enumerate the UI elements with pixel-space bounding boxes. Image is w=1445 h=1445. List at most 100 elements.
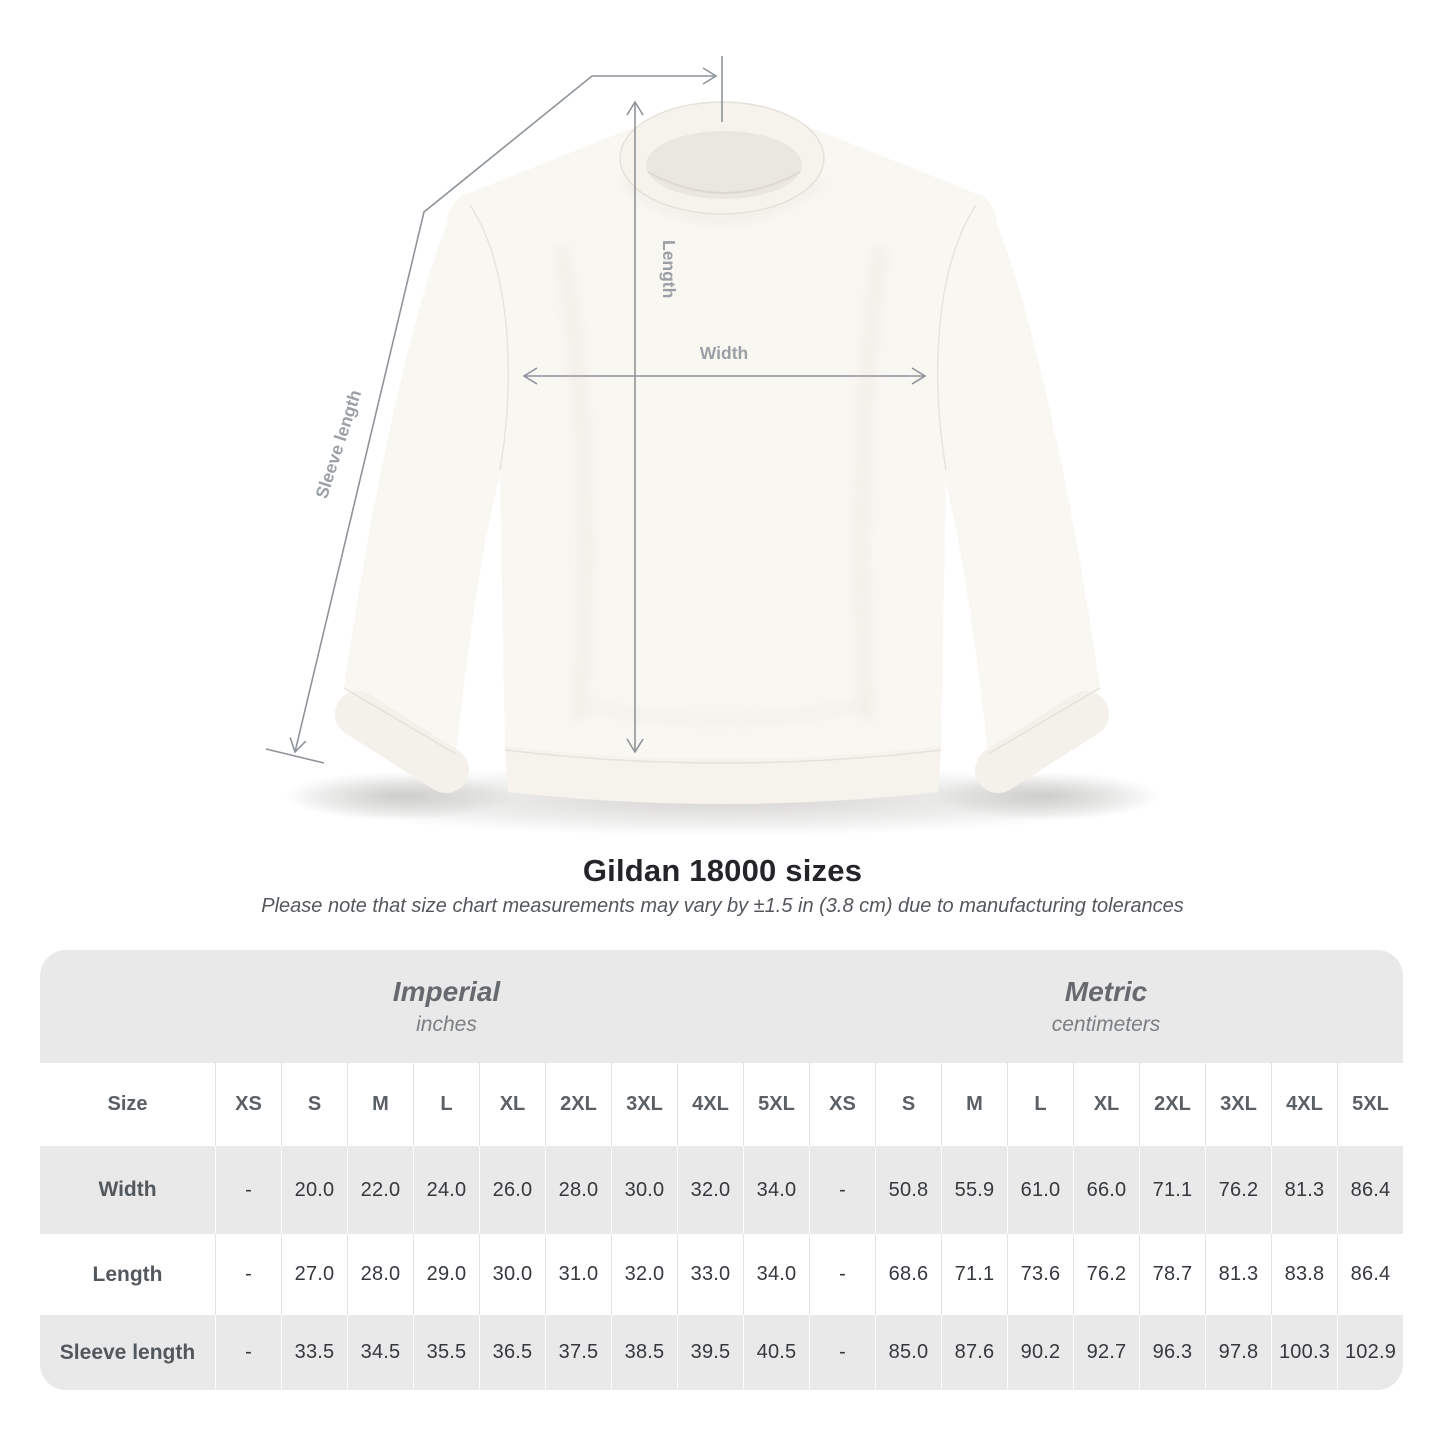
value-cell: - — [809, 1234, 875, 1315]
size-header-cell: 5XL — [1337, 1063, 1403, 1146]
value-cell: 71.1 — [1139, 1146, 1205, 1234]
value-cell: 68.6 — [875, 1234, 941, 1315]
size-header-cell: XL — [1073, 1063, 1139, 1146]
size-header-cell: XL — [479, 1063, 545, 1146]
row-label-cell: Length — [92, 1262, 163, 1286]
value-cell: 55.9 — [941, 1146, 1007, 1234]
sleeve-length-label: Sleeve length — [311, 387, 365, 500]
imperial-section-header: Imperial inches — [40, 950, 809, 1063]
table-row: Width -20.0 22.0 24.0 26.0 28.0 30.0 32.0 34.0-5… — [40, 1146, 1403, 1234]
value-cell: 39.5 — [677, 1315, 743, 1390]
table-body: Width -20.0 22.0 24.0 26.0 28.0 30.0 32.0 34.0-5… — [40, 1146, 1403, 1390]
value-cell: 30.0 — [611, 1146, 677, 1234]
tolerance-note: Please note that size chart measurements… — [261, 895, 1184, 917]
value-cell: 29.0 — [413, 1234, 479, 1315]
imperial-unit: inches — [416, 1013, 477, 1036]
value-cell: 27.0 — [281, 1234, 347, 1315]
size-header-cell: S — [281, 1063, 347, 1146]
value-cell: 32.0 — [677, 1146, 743, 1234]
size-header-cell: 5XL — [743, 1063, 809, 1146]
size-header-cell: XS — [215, 1063, 281, 1146]
value-cell: 85.0 — [875, 1315, 941, 1390]
value-cell: 22.0 — [347, 1146, 413, 1234]
value-cell: 31.0 — [545, 1234, 611, 1315]
metric-title: Metric — [1064, 976, 1148, 1007]
size-header-cell: 4XL — [677, 1063, 743, 1146]
value-cell: 37.5 — [545, 1315, 611, 1390]
width-arrow — [522, 367, 927, 385]
size-header-cell: M — [347, 1063, 413, 1146]
size-header-cell: S — [875, 1063, 941, 1146]
value-cell: 100.3 — [1271, 1315, 1337, 1390]
value-cell: 96.3 — [1139, 1315, 1205, 1390]
size-header-cell: 3XL — [611, 1063, 677, 1146]
value-cell: 86.4 — [1337, 1146, 1403, 1234]
value-cell: 26.0 — [479, 1146, 545, 1234]
value-cell: 102.9 — [1337, 1315, 1403, 1390]
value-cell: 28.0 — [347, 1234, 413, 1315]
size-header-cell: 3XL — [1205, 1063, 1271, 1146]
size-header-cell: M — [941, 1063, 1007, 1146]
metric-section-header: Metric centimeters — [809, 950, 1403, 1063]
measurement-annotations — [265, 56, 927, 764]
value-cell: - — [215, 1315, 281, 1390]
size-table: Imperial inches Metric centimeters Size … — [40, 950, 1403, 1390]
value-cell: 30.0 — [479, 1234, 545, 1315]
value-cell: 32.0 — [611, 1234, 677, 1315]
size-header-cell: 4XL — [1271, 1063, 1337, 1146]
value-cell: 78.7 — [1139, 1234, 1205, 1315]
value-cell: - — [215, 1234, 281, 1315]
value-cell: 83.8 — [1271, 1234, 1337, 1315]
value-cell: 33.0 — [677, 1234, 743, 1315]
size-header-cell: XS — [809, 1063, 875, 1146]
row-label-cell: Sleeve length — [59, 1340, 196, 1364]
length-label: Length — [659, 240, 679, 298]
value-cell: 81.3 — [1271, 1146, 1337, 1234]
value-cell: 61.0 — [1007, 1146, 1073, 1234]
value-cell: 38.5 — [611, 1315, 677, 1390]
value-cell: 73.6 — [1007, 1234, 1073, 1315]
value-cell: 76.2 — [1205, 1146, 1271, 1234]
unit-header-band: Imperial inches Metric centimeters — [40, 950, 1403, 1063]
value-cell: 28.0 — [545, 1146, 611, 1234]
size-header-cell: L — [413, 1063, 479, 1146]
size-column-label: Size — [107, 1093, 148, 1115]
length-arrow — [626, 100, 644, 754]
size-header-cell: 2XL — [1139, 1063, 1205, 1146]
sleeve-length-arrow — [265, 56, 723, 764]
table-row: Length -27.0 28.0 29.0 30.0 31.0 32.0 33.0 34.0-… — [40, 1234, 1403, 1315]
value-cell: 20.0 — [281, 1146, 347, 1234]
value-cell: 33.5 — [281, 1315, 347, 1390]
sweatshirt-body — [447, 113, 997, 804]
value-cell: 35.5 — [413, 1315, 479, 1390]
value-cell: 50.8 — [875, 1146, 941, 1234]
metric-unit: centimeters — [1051, 1013, 1161, 1036]
value-cell: - — [809, 1146, 875, 1234]
page-title: Gildan 18000 sizes — [582, 853, 863, 888]
size-header-cell: L — [1007, 1063, 1073, 1146]
value-cell: 90.2 — [1007, 1315, 1073, 1390]
value-cell: 34.5 — [347, 1315, 413, 1390]
value-cell: 87.6 — [941, 1315, 1007, 1390]
value-cell: 36.5 — [479, 1315, 545, 1390]
value-cell: 24.0 — [413, 1146, 479, 1234]
value-cell: - — [809, 1315, 875, 1390]
row-label-cell: Width — [98, 1178, 157, 1201]
value-cell: 81.3 — [1205, 1234, 1271, 1315]
width-label: Width — [700, 343, 748, 363]
value-cell: - — [215, 1146, 281, 1234]
value-cell: 40.5 — [743, 1315, 809, 1390]
sweatshirt-illustration: Length Width Sleeve length — [265, 56, 1161, 836]
value-cell: 97.8 — [1205, 1315, 1271, 1390]
size-header-row: Size XS S M L XL 2XL 3XL 4XL 5XL XS S M L XL 2XL 3XL 4XL… — [40, 1063, 1403, 1146]
value-cell: 86.4 — [1337, 1234, 1403, 1315]
table-row: Sleeve length -33.5 34.5 35.5 36.5 37.5 38.5 39… — [40, 1315, 1403, 1390]
value-cell: 76.2 — [1073, 1234, 1139, 1315]
value-cell: 34.0 — [743, 1146, 809, 1234]
value-cell: 71.1 — [941, 1234, 1007, 1315]
value-cell: 66.0 — [1073, 1146, 1139, 1234]
imperial-title: Imperial — [392, 976, 501, 1007]
size-header-cell: 2XL — [545, 1063, 611, 1146]
value-cell: 92.7 — [1073, 1315, 1139, 1390]
